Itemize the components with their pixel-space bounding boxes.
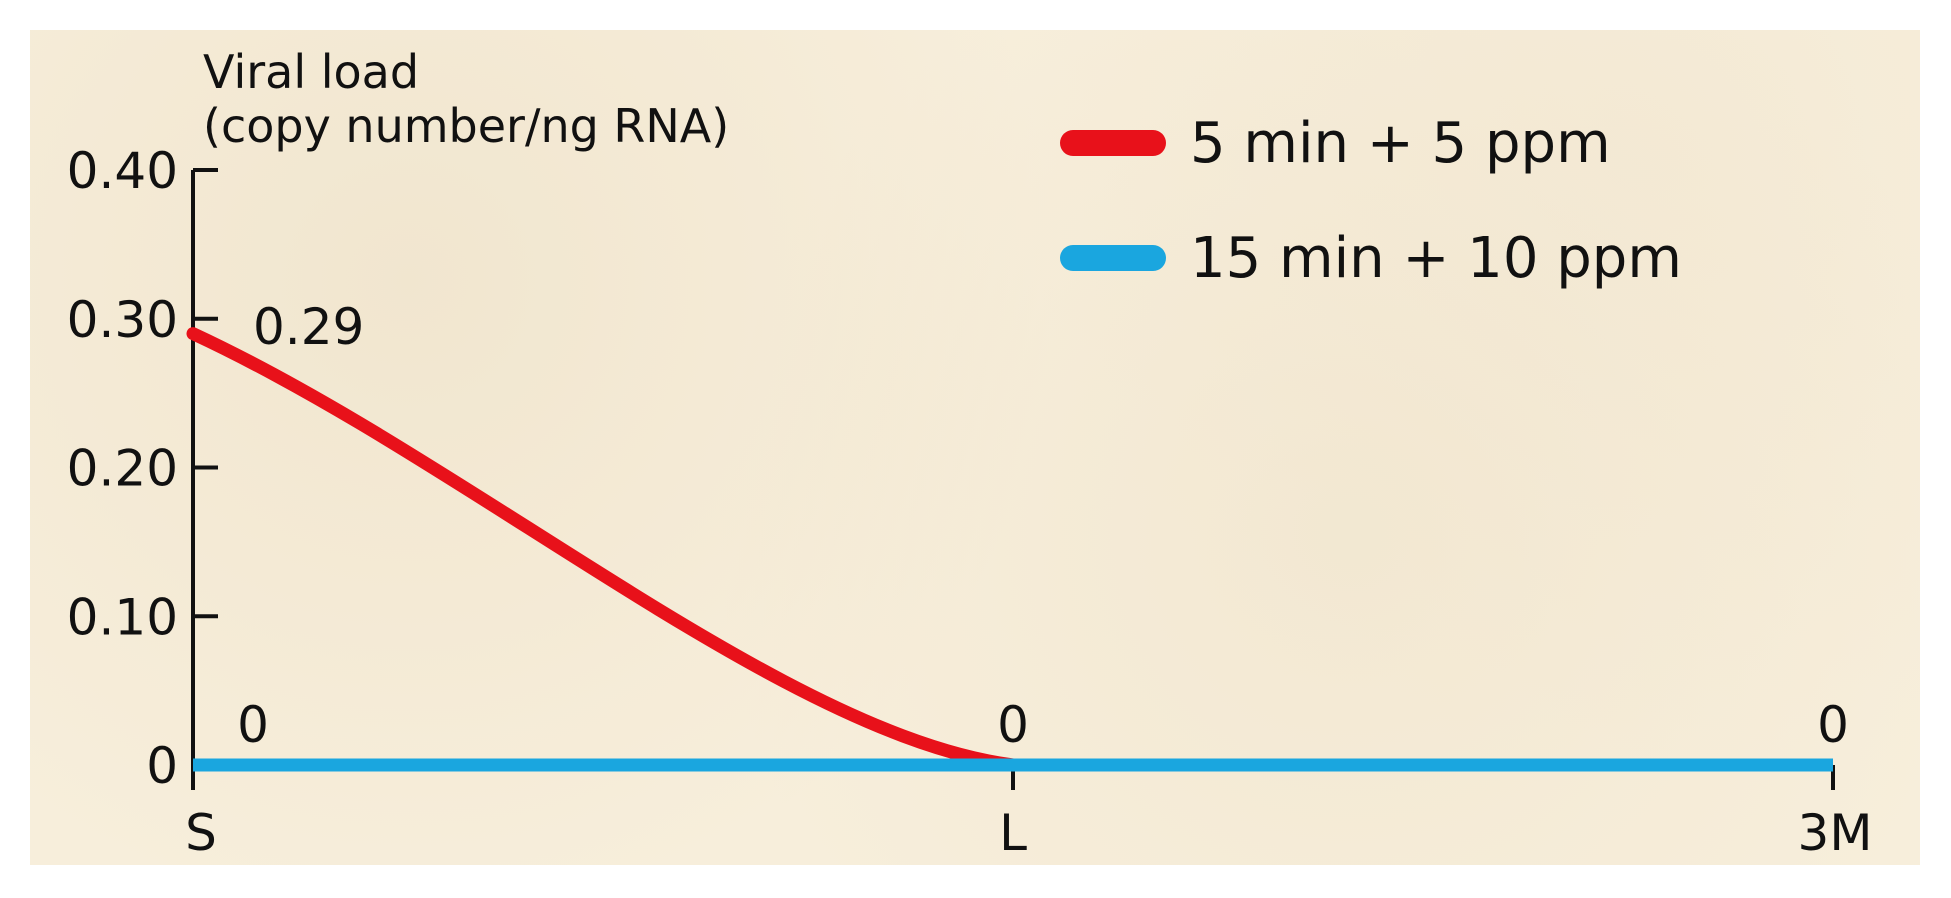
y-tick-label: 0.20 <box>67 440 178 498</box>
chart-panel <box>30 30 1920 865</box>
data-label: 0 <box>997 696 1029 754</box>
x-tick-label: S <box>185 804 217 862</box>
y-tick-label: 0 <box>146 737 178 795</box>
data-label: 0 <box>237 696 269 754</box>
y-tick-label: 0.30 <box>67 291 178 349</box>
x-tick-label: L <box>999 804 1027 862</box>
data-label: 0 <box>1817 696 1849 754</box>
data-label: 0.29 <box>253 298 364 356</box>
y-axis-label-line2: (copy number/ng RNA) <box>203 99 729 153</box>
x-tick-label: 3M <box>1798 804 1873 862</box>
legend-label: 5 min + 5 ppm <box>1190 111 1611 176</box>
y-tick-label: 0.10 <box>67 588 178 646</box>
y-axis-label-line1: Viral load <box>203 45 419 99</box>
y-tick-label: 0.40 <box>67 142 178 200</box>
series-line-5min-5ppm <box>186 327 1020 772</box>
legend-label: 15 min + 10 ppm <box>1190 226 1682 291</box>
